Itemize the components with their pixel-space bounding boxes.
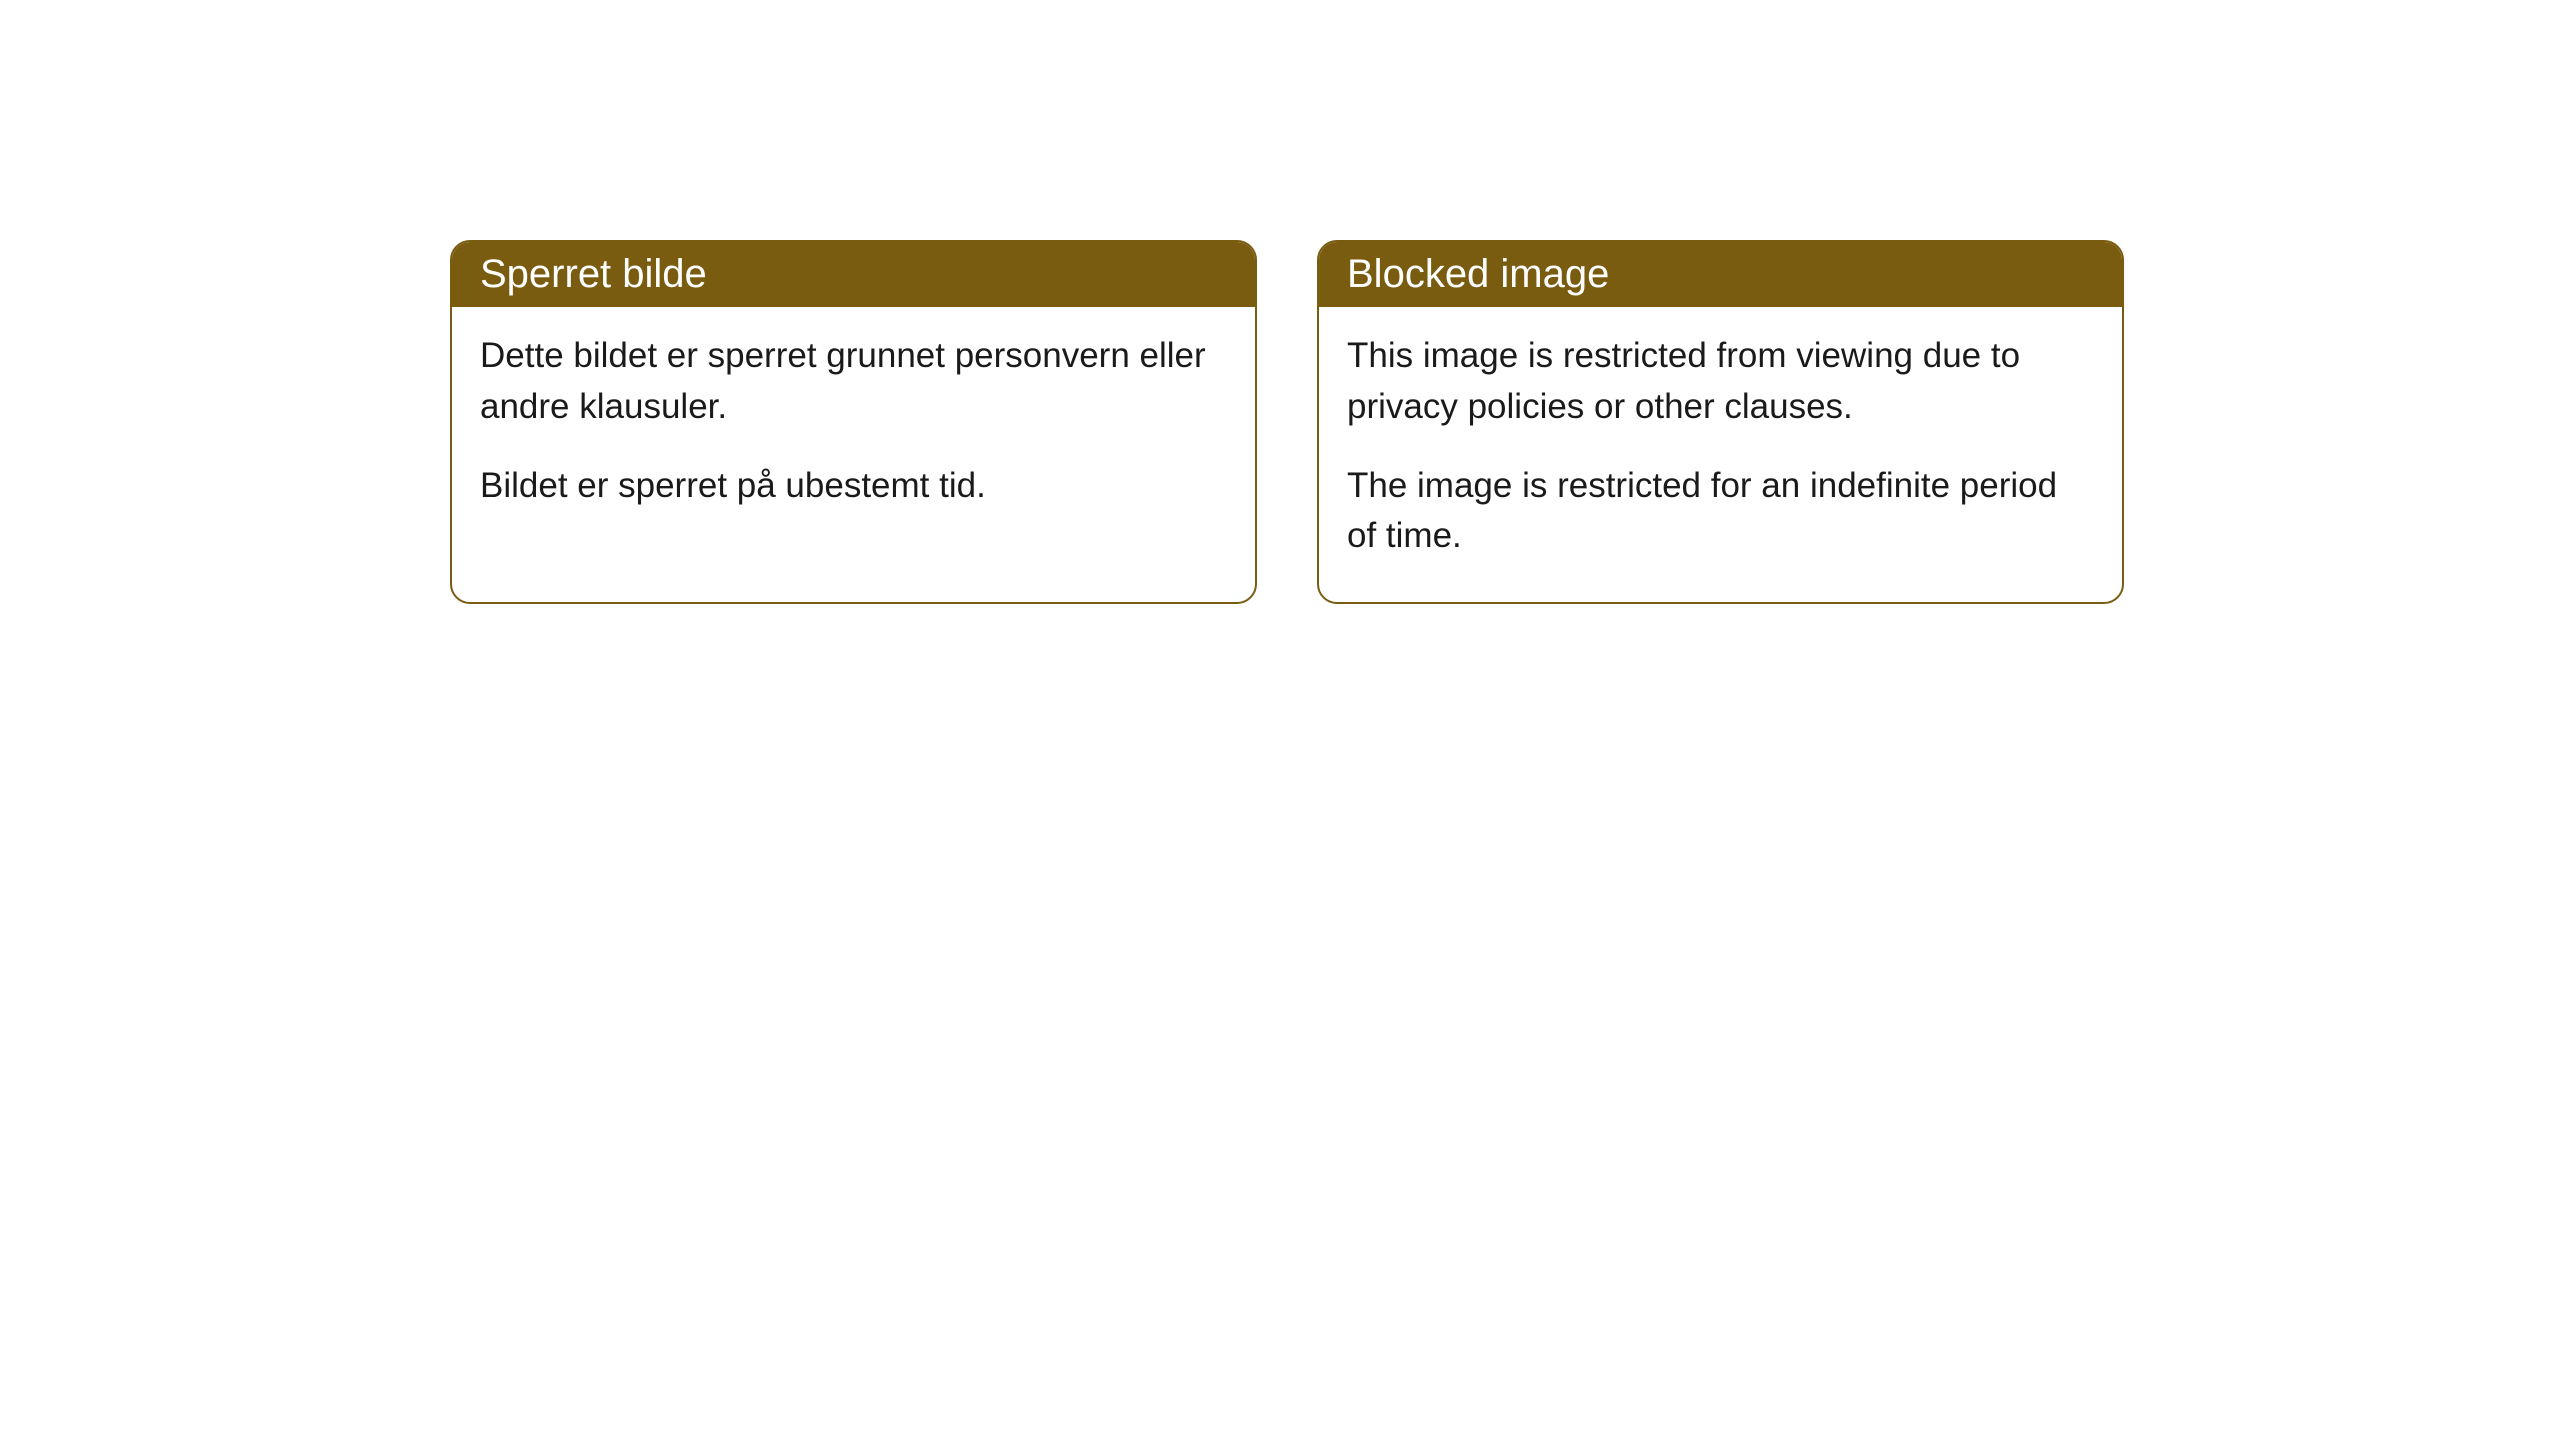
card-header-english: Blocked image (1319, 242, 2122, 307)
notice-cards-container: Sperret bilde Dette bildet er sperret gr… (450, 240, 2124, 604)
notice-card-norwegian: Sperret bilde Dette bildet er sperret gr… (450, 240, 1257, 604)
card-header-norwegian: Sperret bilde (452, 242, 1255, 307)
card-body-norwegian: Dette bildet er sperret grunnet personve… (452, 307, 1255, 551)
card-paragraph: Dette bildet er sperret grunnet personve… (480, 331, 1227, 433)
card-paragraph: Bildet er sperret på ubestemt tid. (480, 461, 1227, 512)
card-paragraph: The image is restricted for an indefinit… (1347, 461, 2094, 563)
card-paragraph: This image is restricted from viewing du… (1347, 331, 2094, 433)
notice-card-english: Blocked image This image is restricted f… (1317, 240, 2124, 604)
card-body-english: This image is restricted from viewing du… (1319, 307, 2122, 602)
card-title: Sperret bilde (480, 252, 707, 296)
card-title: Blocked image (1347, 252, 1609, 296)
